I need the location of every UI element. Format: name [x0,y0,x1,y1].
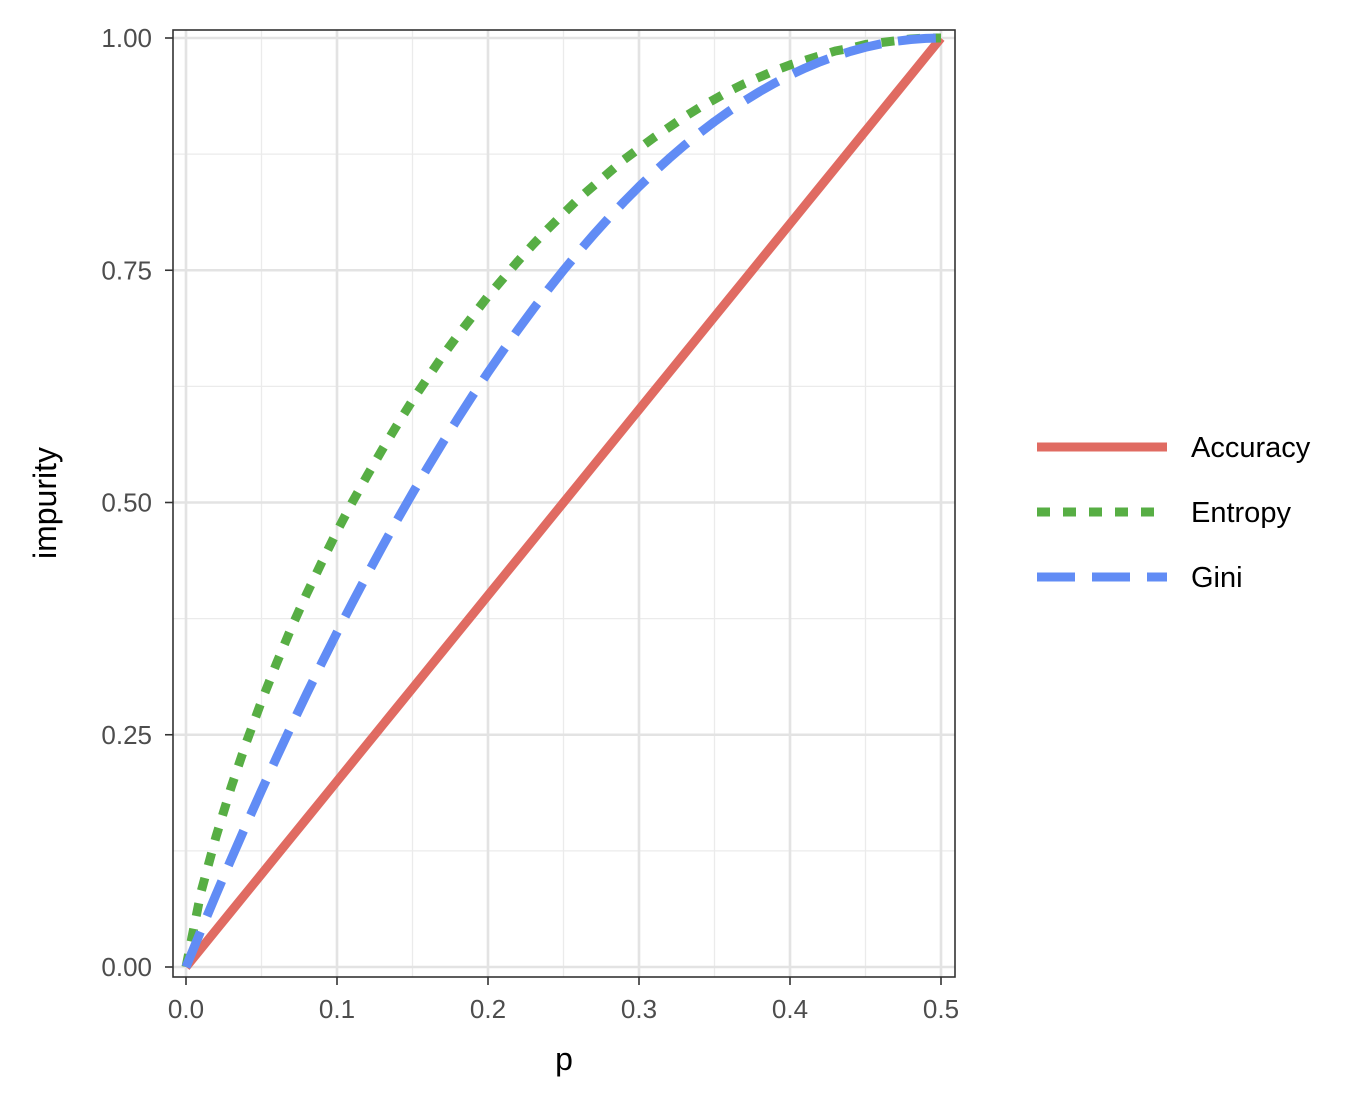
x-tick-label: 0.2 [470,994,506,1024]
y-tick-label: 1.00 [101,23,152,53]
x-tick-label: 0.0 [168,994,204,1024]
series-line-entropy [181,33,941,968]
y-tick-label: 0.25 [101,720,152,750]
y-tick-label: 0.00 [101,952,152,982]
x-tick-label: 0.1 [319,994,355,1024]
series-line-accuracy [182,35,945,970]
x-tick-label: 0.5 [923,994,959,1024]
x-axis: 0.0 0.1 0.2 0.3 0.4 0.5 [168,977,959,1024]
y-tick-label: 0.75 [101,255,152,285]
legend-label-accuracy: Accuracy [1191,432,1311,464]
series-layer [181,33,945,970]
legend: Accuracy Entropy Gini [1037,432,1311,594]
y-axis: 0.00 0.25 0.50 0.75 1.00 [101,23,173,982]
y-tick-label: 0.50 [101,488,152,518]
x-axis-title: p [555,1041,573,1077]
x-tick-label: 0.3 [621,994,657,1024]
y-axis-title: impurity [27,447,63,559]
x-tick-label: 0.4 [772,994,808,1024]
series-line-gini [181,33,942,969]
legend-label-entropy: Entropy [1191,497,1291,529]
plot-panel-border [172,29,956,978]
legend-label-gini: Gini [1191,562,1243,594]
